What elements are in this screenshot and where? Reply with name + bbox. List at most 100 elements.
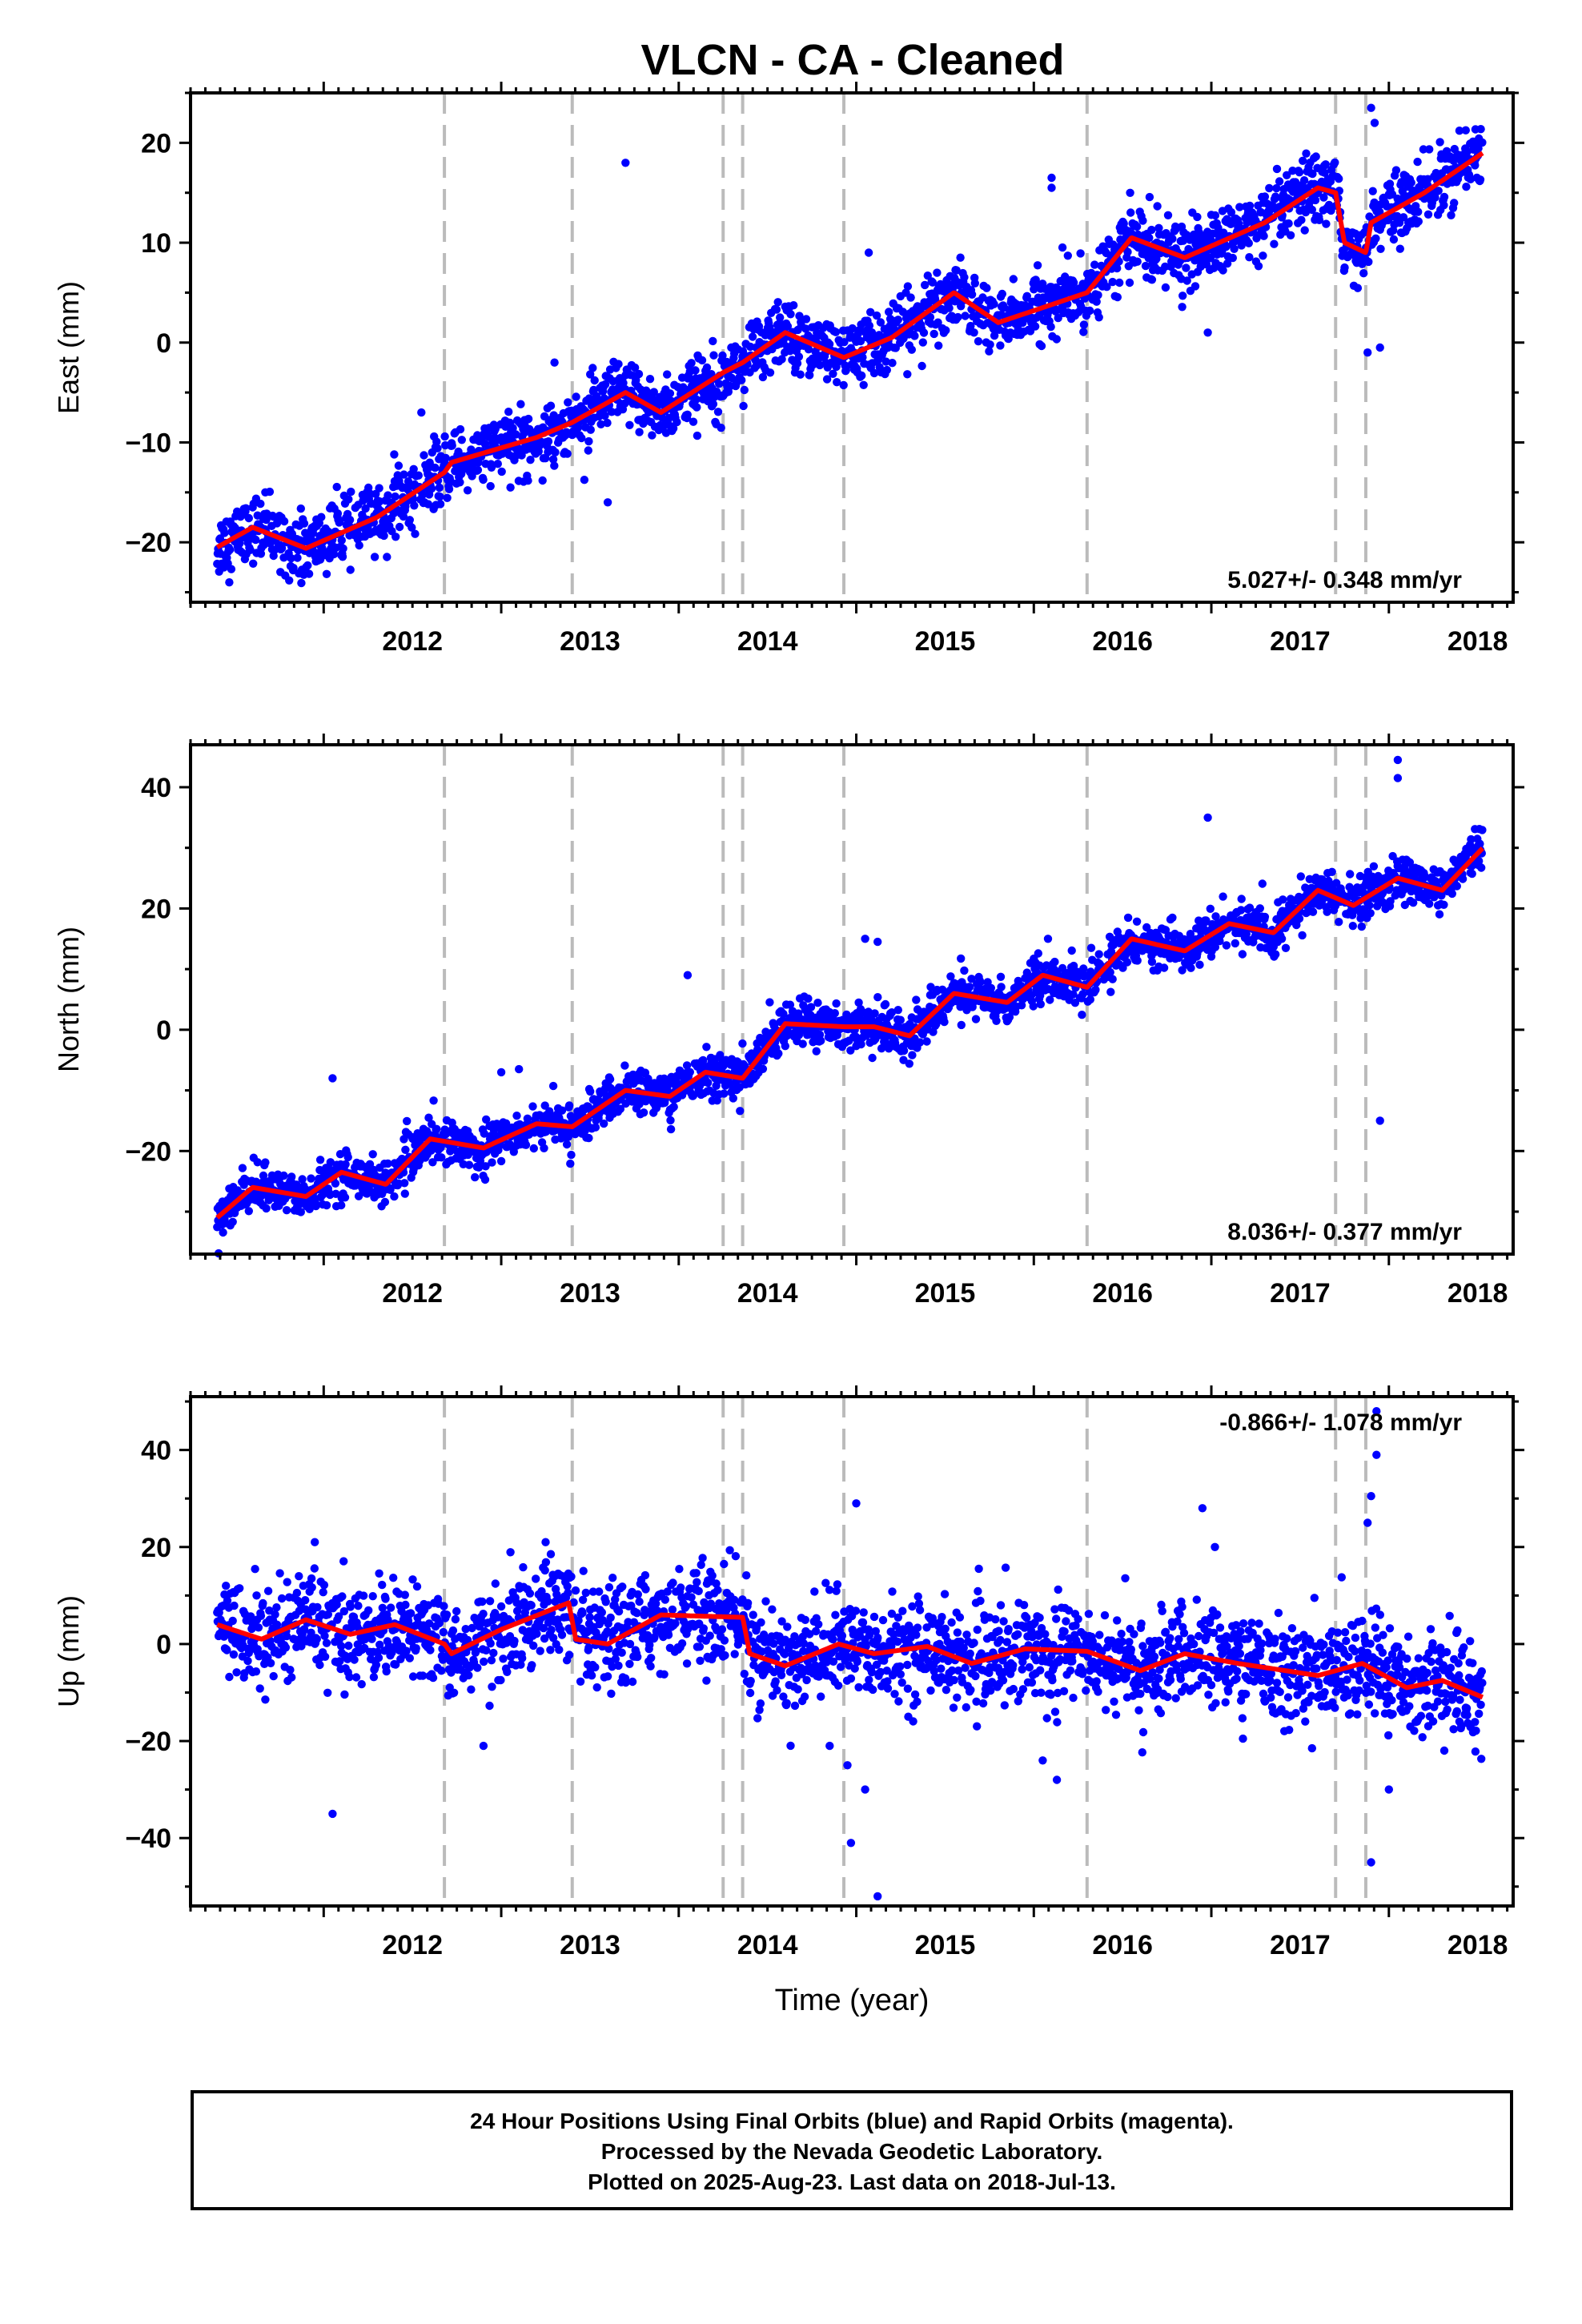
data-point [683,410,692,419]
data-point [718,351,727,360]
data-point [331,1179,340,1188]
data-point [380,1197,390,1207]
data-point [996,341,1005,350]
data-point [1145,192,1154,202]
data-point [441,453,450,463]
data-point [1307,205,1317,215]
data-point [564,398,572,407]
data-point [865,321,874,330]
x-tick-label: 2015 [915,626,976,657]
data-point [739,401,748,411]
data-point [1272,183,1281,193]
data-point [596,420,605,428]
data-point [1078,1011,1086,1019]
data-point [480,1175,490,1184]
data-point [296,1208,305,1216]
data-point [801,315,811,324]
data-point [331,1189,340,1199]
data-point [563,449,572,458]
data-point [713,408,723,416]
data-point [1227,207,1236,217]
data-point [303,561,312,570]
plot-frame [189,91,1515,604]
data-point [903,370,912,379]
data-point [526,456,535,464]
data-point [1283,171,1291,179]
data-point [786,310,795,319]
data-point [1022,292,1032,300]
data-point [468,472,476,480]
data-point [335,516,344,525]
data-point [669,1103,678,1112]
data-point [544,437,553,446]
data-point [1063,251,1073,260]
data-point [1322,219,1331,228]
data-point [307,1174,315,1183]
data-point [551,448,560,456]
data-point [1219,266,1227,275]
data-point [1392,211,1402,221]
data-point [831,328,841,336]
data-point [566,1159,575,1168]
data-point [1395,244,1405,253]
data-point [872,311,881,320]
data-point [1126,188,1134,197]
y-tick-label: −20 [125,528,171,558]
data-point [1452,882,1462,891]
outlier-point [861,935,869,943]
data-point [1335,918,1343,927]
data-point [1275,177,1284,186]
data-point [704,1078,713,1088]
data-point [893,1006,903,1015]
outlier-point [1047,173,1056,183]
data-point [665,389,675,398]
data-point [804,345,813,354]
data-point [282,1206,291,1215]
data-point [436,493,444,501]
data-point [390,450,399,459]
data-point [933,268,942,277]
data-point [976,978,985,987]
data-point [1076,249,1085,258]
data-point [1458,875,1468,883]
data-point [368,1150,377,1159]
data-point [410,501,419,510]
data-point [619,379,628,388]
data-point [1298,931,1307,940]
data-point [1431,193,1439,202]
data-point [1258,879,1267,888]
data-point [405,516,414,525]
data-point [729,1094,737,1103]
data-point [1439,192,1449,202]
data-point [709,400,718,408]
data-point [279,517,289,526]
data-point [337,1200,346,1210]
data-point [1319,193,1328,202]
data-point [584,446,592,455]
data-point [1182,263,1191,272]
data-point [332,482,341,492]
data-point [399,512,408,521]
data-point [954,312,962,322]
data-point [364,483,373,493]
data-point [1147,275,1157,284]
y-tick-label: 0 [156,328,171,359]
data-point [287,553,295,563]
data-point [400,1189,409,1198]
data-point [227,565,236,573]
series-final-orbits [213,103,1487,588]
data-point [985,347,994,356]
data-point [1299,156,1307,165]
data-point [1335,175,1343,183]
data-point [285,576,294,585]
data-point [391,492,400,501]
data-point [588,364,597,372]
data-point [323,527,332,536]
data-point [225,578,234,587]
data-point [338,553,347,561]
data-point [1260,912,1270,922]
data-point [443,493,452,502]
data-point [1094,291,1102,300]
data-point [830,1009,840,1018]
outlier-point [683,971,693,979]
